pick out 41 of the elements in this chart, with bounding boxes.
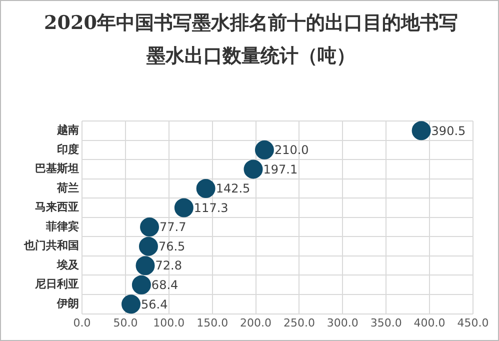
x-tick-label: 200.0 — [240, 316, 272, 330]
data-label: 117.3 — [194, 200, 228, 215]
chart-title: 2020年中国书写墨水排名前十的出口目的地书写墨水出口数量统计（吨） — [43, 11, 459, 69]
y-tick-label: 埃及 — [56, 258, 80, 272]
y-tick-label: 尼日利亚 — [34, 278, 79, 291]
data-label: 210.0 — [274, 143, 309, 158]
x-tick-label: 150.0 — [196, 316, 228, 330]
x-tick-label: 0.0 — [73, 316, 91, 330]
point — [412, 121, 431, 140]
data-label: 68.4 — [151, 278, 178, 292]
x-tick-label: 50.0 — [113, 316, 138, 330]
point — [136, 256, 155, 276]
point — [174, 198, 194, 218]
y-tick-label: 也门共和国 — [23, 239, 79, 252]
point — [140, 218, 160, 237]
y-tick-label: 伊朗 — [56, 297, 79, 310]
y-tick-label: 巴基斯坦 — [35, 162, 79, 176]
data-label: 72.8 — [155, 258, 182, 273]
x-tick-label: 300.0 — [326, 316, 358, 330]
data-label: 77.7 — [160, 220, 186, 234]
point — [254, 140, 274, 160]
x-tick-label: 400.0 — [414, 316, 446, 330]
data-label: 390.5 — [431, 124, 466, 138]
y-tick-label: 越南 — [56, 124, 79, 136]
point — [122, 294, 141, 314]
y-tick-label: 菲律宾 — [45, 220, 79, 233]
x-tick-label: 100.0 — [153, 316, 185, 330]
x-tick-label: 350.0 — [370, 316, 402, 330]
data-label: 76.5 — [158, 239, 186, 254]
data-label: 142.5 — [216, 182, 250, 196]
x-tick-label: 250.0 — [283, 316, 315, 330]
point — [196, 178, 216, 198]
data-label: 197.1 — [263, 162, 298, 176]
point — [138, 236, 158, 256]
point — [132, 275, 151, 294]
data-label: 56.4 — [141, 297, 168, 312]
y-tick-label: 印度 — [57, 142, 79, 156]
y-tick-label: 荷兰 — [56, 181, 79, 194]
x-tick-label: 450.0 — [457, 316, 489, 330]
y-tick-label: 马来西亚 — [35, 200, 79, 214]
point — [244, 160, 263, 179]
